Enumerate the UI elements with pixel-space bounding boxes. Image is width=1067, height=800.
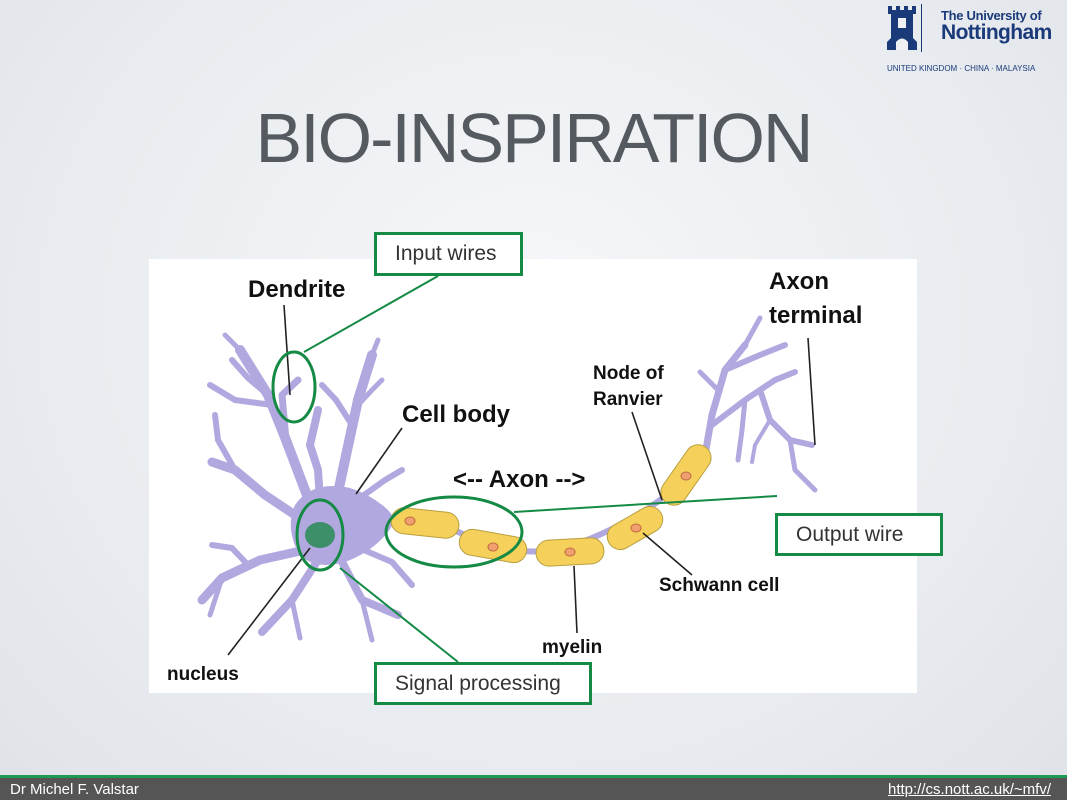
logo-campuses: UNITED KINGDOM · CHINA · MALAYSIA: [887, 64, 1036, 73]
label-cell-body: Cell body: [402, 401, 511, 428]
terminal-branch: [750, 418, 772, 464]
dendrite-branch: [207, 382, 275, 408]
terminal-branch: [735, 397, 748, 463]
castle-crest-icon: [887, 6, 917, 50]
dendrites: [197, 332, 415, 643]
label-axon-terminal-line1: Axon: [769, 268, 829, 295]
dendrite-branch: [359, 597, 375, 643]
logo-divider: [921, 4, 922, 52]
schwann-pointer: [642, 532, 693, 576]
footer-author: Dr Michel F. Valstar: [10, 781, 139, 798]
dendrite-pointer: [283, 304, 291, 396]
schwann-nucleus: [680, 471, 692, 481]
footer-url-link[interactable]: http://cs.nott.ac.uk/~mfv/: [888, 781, 1051, 798]
myelin-pointer: [573, 565, 578, 634]
schwann-nucleus: [487, 542, 499, 552]
terminal-branch: [722, 342, 788, 373]
label-myelin: myelin: [542, 637, 603, 658]
label-nucleus: nucleus: [167, 664, 239, 685]
dendrite-branch: [319, 382, 355, 428]
schwann-nucleus: [404, 516, 416, 526]
terminal-branch: [697, 369, 721, 393]
pointer-lines: [227, 304, 816, 656]
nucleus-pointer: [227, 547, 311, 656]
schwann-nucleus: [564, 547, 576, 557]
callout-signal-processing: Signal processing: [374, 662, 592, 705]
callout-output-wire: Output wire: [775, 513, 943, 556]
terminal-branch: [757, 387, 815, 448]
schwann-nuclei: [404, 471, 692, 557]
dendrite-branch: [235, 345, 327, 540]
axon-highlight: [384, 495, 524, 569]
dendrite-branch: [278, 376, 302, 444]
label-dendrite: Dendrite: [248, 276, 346, 303]
soma-highlight: [295, 498, 345, 572]
dendrite-branch: [207, 457, 315, 530]
dendrite-branch: [258, 556, 322, 636]
terminal-branch: [787, 437, 818, 493]
schwann-nucleus: [630, 523, 642, 533]
node-pointer: [631, 411, 663, 501]
leader-lines: [303, 275, 778, 663]
output-leader: [513, 495, 778, 513]
callout-input-wires: Input wires: [374, 232, 523, 276]
dendrite-branch: [229, 357, 271, 398]
logo-line-2: Nottingham: [941, 21, 1052, 44]
dendrite-branch: [289, 597, 303, 641]
logo-line-1: The University of: [941, 8, 1042, 23]
footer-bar: Dr Michel F. Valstar http://cs.nott.ac.u…: [0, 775, 1067, 800]
dendrite-branch: [355, 377, 385, 408]
terminal-branch: [701, 341, 749, 459]
axon-terminal: [697, 315, 818, 493]
terminal-branch: [742, 315, 763, 348]
nucleus: [305, 522, 335, 548]
signal-leader: [339, 567, 459, 663]
dendrite-branch: [207, 575, 225, 618]
label-axon: <-- Axon -->: [453, 466, 586, 493]
axon-terminal-pointer: [807, 337, 816, 446]
dendrite-branch: [209, 542, 251, 568]
dendrite-branch: [222, 332, 243, 353]
slide-title: BIO-INSPIRATION: [255, 99, 814, 177]
input-leader: [303, 275, 439, 353]
highlights: [271, 350, 524, 572]
label-schwann-cell: Schwann cell: [659, 575, 780, 596]
university-logo: The University of Nottingham UNITED KING…: [884, 2, 1064, 74]
dendrite-highlight: [271, 350, 317, 424]
label-node-line1: Node of: [593, 363, 664, 384]
dendrite-branch: [212, 412, 238, 473]
cell-body-pointer: [355, 427, 403, 495]
label-axon-terminal-line2: terminal: [769, 302, 863, 329]
label-node-line2: Ranvier: [593, 389, 663, 410]
dendrite-branch: [369, 337, 381, 358]
dendrite-branch: [197, 545, 310, 605]
